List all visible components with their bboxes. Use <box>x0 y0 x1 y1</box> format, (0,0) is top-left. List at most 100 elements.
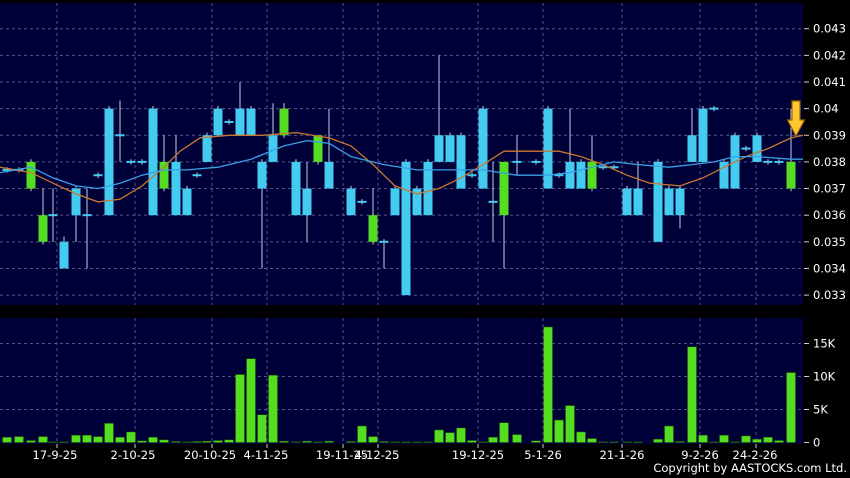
volume-bar <box>730 441 740 443</box>
candle-body <box>543 108 553 189</box>
candle-body <box>224 120 234 123</box>
volume-bar <box>182 441 192 443</box>
candle-body <box>390 188 400 216</box>
candle-body <box>368 215 378 242</box>
volume-bar <box>346 441 356 443</box>
date-label: 19-12-25 <box>452 448 504 462</box>
candle-body <box>268 135 278 162</box>
volume-bar <box>488 436 498 443</box>
candle-body <box>148 108 158 216</box>
candle-body <box>622 188 632 216</box>
price-axis-label: 0.036 <box>813 208 846 222</box>
candle-body <box>445 135 455 162</box>
volume-bar <box>752 438 762 443</box>
volume-bar <box>93 436 103 443</box>
candle-body <box>687 135 697 162</box>
volume-axis-label: 0 <box>813 436 820 450</box>
candle-body <box>609 166 619 169</box>
volume-bar <box>664 425 674 443</box>
date-label: 20-10-25 <box>184 448 236 462</box>
candle-body <box>709 107 719 110</box>
candle-body <box>202 135 212 162</box>
volume-bar <box>467 440 477 443</box>
volume-bar <box>423 441 433 443</box>
candle-body <box>741 147 751 150</box>
volume-bar <box>14 436 24 443</box>
volume-bar <box>774 440 784 443</box>
candle-body <box>554 174 564 177</box>
volume-bar <box>741 435 751 443</box>
volume-bar <box>291 441 301 443</box>
date-label: 4-11-25 <box>244 448 289 462</box>
candle-body <box>467 174 477 177</box>
candle-body <box>48 214 58 217</box>
candle-body <box>246 108 256 136</box>
volume-bar <box>171 441 181 443</box>
candle-body <box>456 135 466 189</box>
volume-bar <box>499 422 509 443</box>
ma-line-long <box>0 131 804 203</box>
candle-body <box>235 108 245 136</box>
candle-body <box>774 160 784 163</box>
candle-body <box>137 160 147 163</box>
volume-bar <box>257 414 267 443</box>
candle-body <box>159 161 169 189</box>
volume-bar <box>763 436 773 443</box>
volume-bar <box>543 326 553 443</box>
volume-bar <box>456 427 466 443</box>
candle-body <box>401 161 411 296</box>
candle-body <box>598 166 608 169</box>
candle-body <box>719 161 729 189</box>
sell-signal-arrow-icon <box>786 100 806 138</box>
volume-bar <box>104 423 114 443</box>
volume-axis-label: 10K <box>813 370 836 384</box>
volume-bar <box>390 441 400 443</box>
date-label: 9-2-26 <box>681 448 719 462</box>
volume-axis-label: 5K <box>813 403 828 417</box>
price-axis-label: 0.035 <box>813 235 846 249</box>
candle-body <box>423 161 433 216</box>
volume-bar <box>246 358 256 443</box>
volume-axis-label: 15K <box>813 337 836 351</box>
volume-bar <box>379 441 389 443</box>
volume-bar <box>478 441 488 443</box>
date-label: 4-12-25 <box>355 448 400 462</box>
candle-body <box>434 135 444 162</box>
candle-body <box>82 214 92 217</box>
candle-body <box>587 161 597 189</box>
price-axis-label: 0.041 <box>813 75 846 89</box>
volume-bar <box>313 441 323 443</box>
candle-body <box>93 174 103 177</box>
date-label: 17-9-25 <box>33 448 78 462</box>
volume-bar <box>576 431 586 443</box>
volume-bar <box>587 438 597 443</box>
volume-bar <box>675 441 685 443</box>
price-axis-label: 0.034 <box>813 261 846 275</box>
candle-body <box>324 161 334 189</box>
candle-body <box>499 161 509 216</box>
volume-bar <box>148 436 158 443</box>
candle-body <box>279 108 289 136</box>
candle-body <box>26 161 36 189</box>
candle-body <box>565 161 575 189</box>
price-axis-label: 0.038 <box>813 155 846 169</box>
volume-bar <box>445 432 455 443</box>
candle-body <box>257 161 267 189</box>
volume-bar <box>633 441 643 443</box>
volume-bar <box>434 429 444 443</box>
volume-bar <box>512 434 522 443</box>
volume-bar <box>26 440 36 443</box>
candle-body <box>291 161 301 216</box>
volume-bar <box>531 440 541 443</box>
candle-body <box>653 161 663 242</box>
volume-bar <box>48 441 58 443</box>
volume-bar <box>224 439 234 443</box>
volume-bar <box>192 441 202 443</box>
candle-body <box>379 240 389 243</box>
volume-bar <box>268 374 278 443</box>
candle-body <box>698 108 708 162</box>
candle-body <box>213 108 223 136</box>
volume-bar <box>609 441 619 443</box>
volume-bar <box>412 441 422 443</box>
